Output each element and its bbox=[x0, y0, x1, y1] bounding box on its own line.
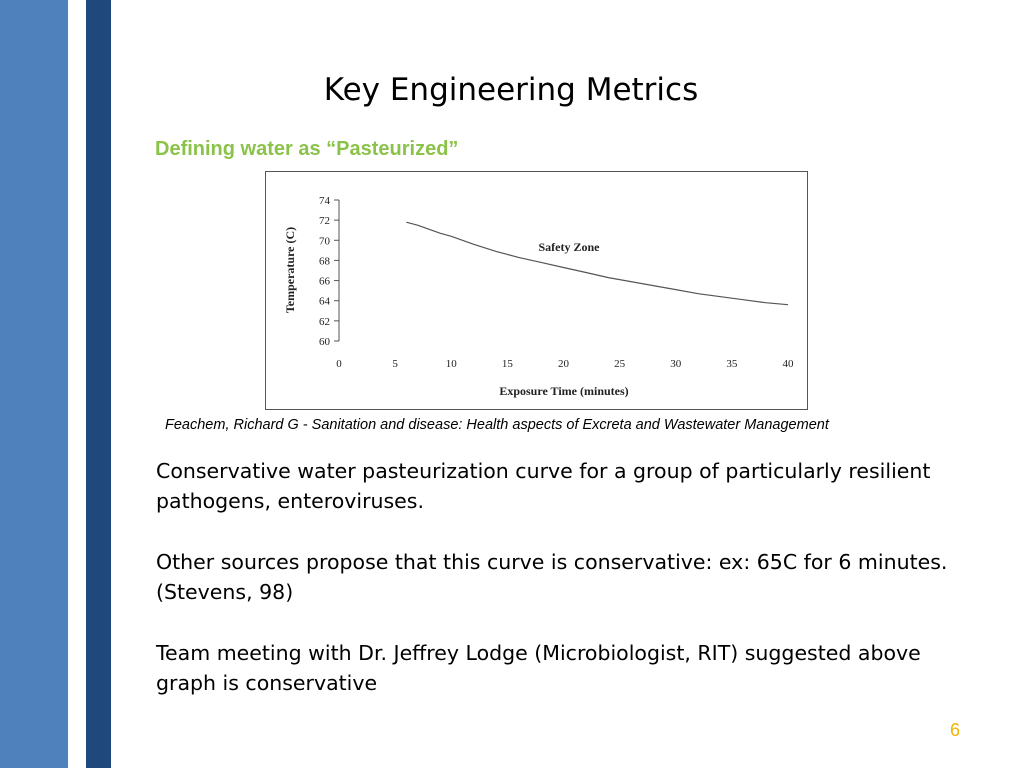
x-tick-label: 10 bbox=[446, 358, 458, 370]
pasteurization-chart: 60 62 64 66 68 70 72 74 0 5 10 15 20 25 30 35 40 Safety … bbox=[265, 171, 808, 410]
x-tick-label: 15 bbox=[502, 358, 514, 370]
y-tick-label: 62 bbox=[319, 316, 330, 328]
y-tick-label: 66 bbox=[319, 276, 331, 288]
slide-body: Conservative water pasteurization curve … bbox=[156, 456, 956, 729]
x-axis-label: Exposure Time (minutes) bbox=[499, 384, 628, 398]
slide-subtitle: Defining water as “Pasteurized” bbox=[155, 138, 459, 160]
x-tick-label: 0 bbox=[336, 358, 342, 370]
paragraph-other-sources: Other sources propose that this curve is… bbox=[156, 550, 948, 604]
y-axis-label: Temperature (C) bbox=[283, 227, 297, 313]
y-tick-label: 72 bbox=[319, 215, 330, 227]
left-decorative-band bbox=[0, 0, 68, 768]
y-tick-label: 70 bbox=[319, 235, 331, 247]
x-tick-label: 25 bbox=[614, 358, 626, 370]
paragraph-curve-description: Conservative water pasteurization curve … bbox=[156, 459, 931, 513]
y-tick-label: 60 bbox=[319, 336, 331, 348]
x-tick-label: 40 bbox=[783, 358, 795, 370]
x-tick-label: 5 bbox=[392, 358, 398, 370]
chart-annotation: Safety Zone bbox=[539, 240, 601, 254]
paragraph-team-meeting: Team meeting with Dr. Jeffrey Lodge (Mic… bbox=[156, 641, 921, 695]
series-line bbox=[406, 221, 789, 306]
chart-citation: Feachem, Richard G - Sanitation and dise… bbox=[165, 417, 829, 433]
slide-title: Key Engineering Metrics bbox=[323, 72, 699, 108]
left-accent-band bbox=[86, 0, 111, 768]
slide-number: 6 bbox=[949, 720, 960, 740]
chart-ticks: 60 62 64 66 68 70 72 74 0 5 10 15 20 25 30 35 40 bbox=[319, 195, 794, 370]
y-tick-label: 64 bbox=[319, 296, 331, 308]
y-tick-label: 68 bbox=[319, 255, 331, 267]
x-tick-label: 30 bbox=[670, 358, 682, 370]
x-tick-label: 35 bbox=[726, 358, 738, 370]
x-tick-label: 20 bbox=[558, 358, 570, 370]
chart-svg: 60 62 64 66 68 70 72 74 0 5 10 15 20 25 30 35 40 Safety … bbox=[283, 195, 794, 398]
y-tick-label: 74 bbox=[319, 195, 331, 207]
